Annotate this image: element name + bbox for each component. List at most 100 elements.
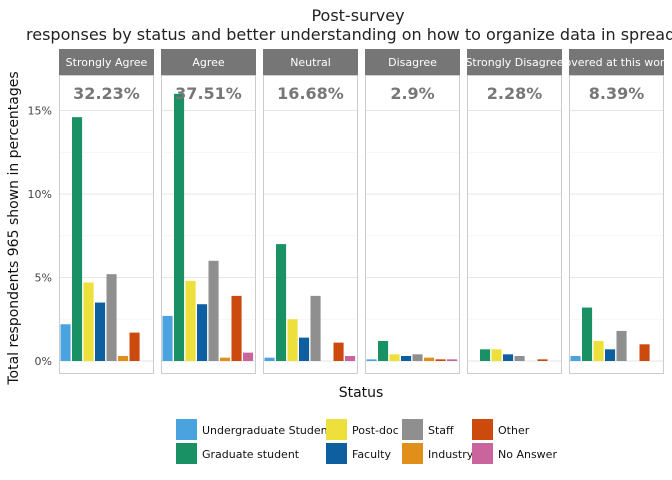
panel-border <box>263 75 358 374</box>
legend-swatch <box>402 419 423 440</box>
panel-total-label: 37.51% <box>175 84 242 103</box>
legend-label: No Answer <box>498 448 557 461</box>
bar <box>72 117 83 362</box>
y-tick-label: 0% <box>35 355 52 368</box>
facet-label: Disagree <box>388 56 437 69</box>
bar <box>424 357 435 361</box>
bar <box>162 315 173 361</box>
bar <box>639 344 650 361</box>
facet-label: Strongly Disagree <box>465 56 563 69</box>
panel-background <box>365 75 460 374</box>
legend-label: Post-doc <box>352 424 399 437</box>
bar <box>378 340 389 361</box>
facet-label: Neutral <box>290 56 331 69</box>
bar <box>616 330 627 361</box>
panel-total-label: 2.9% <box>390 84 434 103</box>
facet-panels: Strongly Agree 32.23% Agree 37.51% Neutral 16… <box>59 49 672 374</box>
legend-swatch <box>326 443 347 464</box>
bar <box>118 355 129 361</box>
facet-label: Not covered at this workshop <box>536 56 672 69</box>
bar <box>401 355 412 361</box>
facet-strip <box>467 49 562 75</box>
x-axis-title: Status <box>339 385 384 401</box>
bar <box>220 357 231 361</box>
legend-label: Undergraduate Student <box>202 424 333 437</box>
bar <box>129 332 140 361</box>
legend-swatch <box>472 443 493 464</box>
bar <box>276 244 287 361</box>
panel-background <box>467 75 562 374</box>
panel-total-label: 8.39% <box>589 84 645 103</box>
bar <box>537 359 548 361</box>
facet-strip <box>161 49 256 75</box>
bar <box>264 357 275 361</box>
bar <box>570 355 581 361</box>
panel-total-label: 16.68% <box>277 84 344 103</box>
bar <box>491 349 502 361</box>
bar <box>412 354 423 361</box>
legend-item: Graduate student <box>176 443 300 464</box>
bar <box>435 359 446 361</box>
facet-strip <box>263 49 358 75</box>
legend-item: Undergraduate Student <box>176 419 333 440</box>
legend-item: Other <box>472 419 530 440</box>
bar <box>503 354 514 361</box>
bar <box>593 340 604 361</box>
bar <box>185 280 196 361</box>
y-axis-title: Total respondents 965 shown in percentag… <box>6 71 22 385</box>
legend-item: Faculty <box>326 443 391 464</box>
bar <box>208 260 219 361</box>
chart-title: Post-survey <box>311 6 404 25</box>
y-tick-label: 5% <box>35 272 52 285</box>
legend-item: Industry <box>402 443 474 464</box>
bar <box>243 352 254 361</box>
facet-panel: Strongly Disagree 2.28% <box>465 49 563 374</box>
bar <box>95 302 106 361</box>
bar <box>366 359 377 361</box>
bar <box>389 354 400 361</box>
legend-item: Post-doc <box>326 419 399 440</box>
bar <box>174 93 185 362</box>
bar <box>605 349 616 361</box>
panel-border <box>569 75 664 374</box>
facet-panel: Disagree 2.9% <box>365 49 460 374</box>
panel-border <box>365 75 460 374</box>
facet-strip <box>569 49 664 75</box>
legend-swatch <box>176 419 197 440</box>
facet-panel: Not covered at this workshop 8.39% <box>536 49 672 374</box>
facet-strip <box>59 49 154 75</box>
panel-border <box>59 75 154 374</box>
panel-border <box>161 75 256 374</box>
bar <box>480 349 491 361</box>
bar <box>333 342 344 361</box>
bar <box>106 274 117 361</box>
legend-label: Industry <box>428 448 474 461</box>
bar <box>287 319 298 361</box>
legend-swatch <box>472 419 493 440</box>
bar <box>299 337 310 361</box>
y-axis-ticks: 0% 5% 10% 15% <box>28 105 52 369</box>
bar <box>310 295 321 361</box>
bar <box>582 307 593 361</box>
legend-swatch <box>326 419 347 440</box>
legend-swatch <box>176 443 197 464</box>
chart-subtitle: responses by status and better understan… <box>26 25 672 44</box>
legend: Undergraduate Student Graduate student Pos… <box>176 419 557 464</box>
y-tick-label: 15% <box>28 105 52 118</box>
facet-strip <box>365 49 460 75</box>
legend-swatch <box>402 443 423 464</box>
bar <box>231 295 242 361</box>
bar <box>345 355 356 361</box>
legend-item: Staff <box>402 419 454 440</box>
legend-label: Faculty <box>352 448 391 461</box>
legend-label: Staff <box>428 424 454 437</box>
facet-panel: Agree 37.51% <box>161 49 256 374</box>
panel-border <box>467 75 562 374</box>
legend-label: Other <box>498 424 530 437</box>
bar <box>83 282 94 361</box>
panel-total-label: 2.28% <box>487 84 543 103</box>
panel-total-label: 32.23% <box>73 84 140 103</box>
bar <box>514 355 525 361</box>
legend-label: Graduate student <box>202 448 300 461</box>
